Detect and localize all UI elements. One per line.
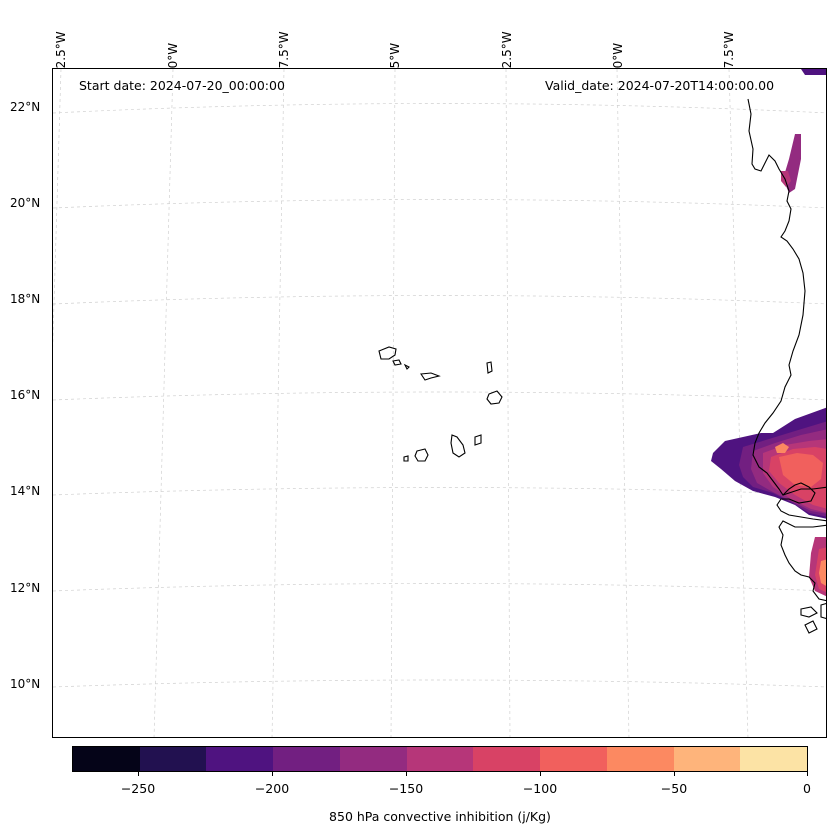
colorbar-label-0: 0	[803, 781, 811, 796]
colorbar-segment-4	[339, 747, 407, 771]
colorbar-label-minus-250: −250	[120, 781, 156, 796]
contour-patch-senegal-f	[775, 443, 789, 453]
lat-label-16n: 16°N	[10, 388, 41, 402]
colorbar-title: 850 hPa convective inhibition (j/Kg)	[329, 809, 551, 824]
coastlines	[378, 98, 826, 634]
gridline-lat-18n	[53, 295, 826, 305]
valid-date-label: Valid_date: 2024-07-20T14:00:00.00	[545, 78, 775, 93]
colorbar-tick-minus-50	[674, 772, 675, 776]
colorbar-tick-0	[807, 772, 808, 776]
gridline-lat-14n	[53, 487, 826, 496]
colorbar-tick-minus-250	[138, 772, 139, 776]
map-canvas	[53, 69, 826, 737]
colorbar-segment-8	[606, 747, 674, 771]
cape-verde-santo-antao	[378, 346, 397, 360]
contour-patch-guinea-b	[819, 559, 826, 586]
gridline-lat-10n	[53, 679, 826, 688]
cape-verde-fogo	[414, 448, 429, 462]
contour-patch-north-inner	[781, 171, 791, 187]
cape-verde-sao-nicolau	[420, 372, 441, 381]
africa-west-coast	[747, 98, 826, 522]
colorbar-segment-6	[473, 747, 541, 771]
colorbar-tick-minus-150	[406, 772, 407, 776]
cape-verde-santiago	[450, 434, 466, 458]
gridline-lon-20w	[616, 69, 630, 737]
gridline-lon-30w	[153, 69, 174, 737]
lat-label-10n: 10°N	[10, 677, 41, 691]
cape-verde-maio	[474, 434, 482, 446]
colorbar	[72, 746, 808, 772]
gridline-lon-22-5w	[505, 69, 511, 737]
gridline-lon-25w	[390, 69, 396, 737]
gridline-lat-20n	[53, 199, 826, 209]
gambia-river	[782, 486, 826, 496]
gridline-lat-12n	[53, 583, 826, 592]
colorbar-label-minus-50: −50	[660, 781, 688, 796]
start-date-label: Start date: 2024-07-20_00:00:00	[79, 78, 285, 93]
colorbar-segment-7	[540, 747, 607, 771]
colorbar-segment-10	[740, 747, 808, 771]
cape-verde-sal	[486, 361, 493, 374]
colorbar-segment-9	[673, 747, 741, 771]
guinea-bissau-coast	[778, 520, 826, 602]
colorbar-segment-3	[273, 747, 340, 771]
lat-label-12n: 12°N	[10, 581, 41, 595]
gridline-lon-17-5w	[728, 69, 749, 737]
cape-verde-santa-luzia	[403, 363, 410, 370]
gridline-lon-32-5w	[53, 69, 62, 349]
gridline-lon-27-5w	[271, 69, 285, 737]
gridline-lat-16n	[53, 391, 826, 401]
contour-patch-north-corner	[801, 69, 826, 75]
lat-label-14n: 14°N	[10, 484, 41, 498]
cape-verde-boa-vista	[486, 390, 503, 405]
cape-verde-brava	[403, 455, 409, 462]
bijagos-islands	[800, 602, 826, 634]
map-panel	[52, 68, 827, 738]
colorbar-label-minus-150: −150	[388, 781, 424, 796]
gridline-lat-22n	[53, 103, 826, 114]
colorbar-segment-1	[139, 747, 207, 771]
lat-label-18n: 18°N	[10, 292, 41, 306]
gridlines	[53, 69, 826, 737]
lat-label-20n: 20°N	[10, 196, 41, 210]
cin-contours	[711, 69, 826, 597]
cape-verde-sao-vicente	[392, 359, 402, 366]
colorbar-label-minus-100: −100	[522, 781, 558, 796]
lat-label-22n: 22°N	[10, 100, 41, 114]
colorbar-segment-0	[73, 747, 140, 771]
colorbar-segment-2	[206, 747, 274, 771]
colorbar-tick-minus-100	[540, 772, 541, 776]
colorbar-segment-5	[406, 747, 474, 771]
contour-patch-senegal-e	[779, 453, 823, 487]
colorbar-label-minus-200: −200	[254, 781, 290, 796]
colorbar-tick-minus-200	[272, 772, 273, 776]
